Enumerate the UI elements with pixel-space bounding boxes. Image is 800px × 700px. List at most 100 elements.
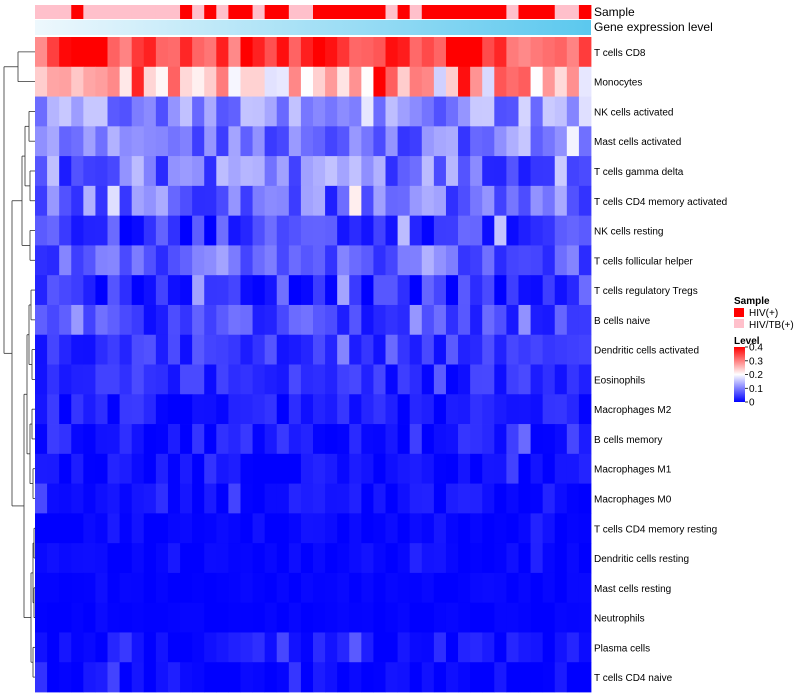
heatmap-cell xyxy=(518,156,531,187)
heatmap-cell xyxy=(264,572,278,604)
heatmap-cell xyxy=(204,364,217,395)
heatmap-cell xyxy=(385,602,399,633)
heatmap-cell xyxy=(494,66,507,97)
heatmap-cell xyxy=(337,304,350,336)
heatmap-cell xyxy=(107,156,121,187)
sample-cell xyxy=(397,5,411,19)
heatmap-cell xyxy=(530,453,544,484)
heatmap-cell xyxy=(167,572,181,604)
heatmap-cell xyxy=(506,424,519,455)
heatmap-cell xyxy=(337,483,350,514)
heatmap-cell xyxy=(325,275,338,306)
heatmap-cell xyxy=(506,275,519,306)
heatmap-cell xyxy=(482,632,495,663)
heatmap-cell xyxy=(276,662,290,693)
heatmap-cell xyxy=(313,424,326,455)
sample-cell xyxy=(554,5,568,19)
heatmap-cell xyxy=(95,126,108,157)
heatmap-cell xyxy=(325,453,338,484)
heatmap-cell xyxy=(131,602,145,633)
heatmap-cell xyxy=(71,245,84,276)
heatmap-cell xyxy=(458,364,471,395)
heatmap-cell xyxy=(542,602,556,633)
heatmap-cell xyxy=(578,185,592,217)
heatmap-cell xyxy=(349,543,362,574)
heatmap-cell xyxy=(566,185,580,217)
heatmap-cell xyxy=(240,572,253,604)
heatmap-cell xyxy=(180,185,193,217)
heatmap-cell xyxy=(192,543,205,574)
sample-cell xyxy=(373,5,386,19)
heatmap-cell xyxy=(95,513,108,544)
heatmap-cell xyxy=(83,662,96,693)
heatmap-cell xyxy=(276,483,290,514)
heatmap-cell xyxy=(288,364,302,395)
heatmap-cell xyxy=(518,572,531,604)
heatmap-cell xyxy=(95,453,108,484)
heatmap-cell xyxy=(107,126,121,157)
heatmap-cell xyxy=(252,602,266,633)
heatmap-cell xyxy=(494,632,507,663)
heatmap-cell xyxy=(554,215,568,246)
heatmap-cell xyxy=(228,602,241,633)
heatmap-cell xyxy=(95,245,108,276)
heatmap-cell xyxy=(458,572,471,604)
heatmap-cell xyxy=(482,364,495,395)
heatmap-cell xyxy=(300,275,314,306)
heatmap-cell xyxy=(276,364,290,395)
heatmap-cell xyxy=(530,334,544,365)
heatmap-cell xyxy=(119,334,133,365)
heatmap-cell xyxy=(445,185,459,217)
heatmap-cell xyxy=(578,662,592,693)
heatmap-cell xyxy=(518,66,531,97)
sample-annotation-track xyxy=(35,5,592,19)
heatmap-cell xyxy=(518,37,531,68)
heatmap-cell xyxy=(167,543,181,574)
heatmap-cell xyxy=(95,483,108,514)
heatmap-cell xyxy=(397,66,411,97)
heatmap-cell xyxy=(240,632,253,663)
heatmap-cell xyxy=(155,185,169,217)
heatmap-cell xyxy=(204,185,217,217)
heatmap-cell xyxy=(421,632,435,663)
heatmap-cell xyxy=(204,156,217,187)
heatmap-cell xyxy=(385,185,399,217)
heatmap-cell xyxy=(107,96,121,127)
heatmap-cell xyxy=(288,513,302,544)
heatmap-cell xyxy=(518,96,531,127)
heatmap-cell xyxy=(518,364,531,395)
heatmap-cell xyxy=(131,66,145,97)
heatmap-cell xyxy=(180,364,193,395)
heatmap-cell xyxy=(276,543,290,574)
heatmap-cell xyxy=(288,245,302,276)
heatmap-cell xyxy=(313,513,326,544)
heatmap-cell xyxy=(95,37,108,68)
heatmap-cell xyxy=(313,215,326,246)
heatmap-cell xyxy=(155,126,169,157)
heatmap-cell xyxy=(445,245,459,276)
heatmap-cell xyxy=(409,394,423,425)
heatmap-cell xyxy=(240,424,253,455)
heatmap-cell xyxy=(373,245,386,276)
heatmap-cell xyxy=(180,96,193,127)
heatmap-cell xyxy=(83,602,96,633)
heatmap-cell xyxy=(494,394,507,425)
heatmap-cell xyxy=(107,245,121,276)
heatmap-cell xyxy=(337,662,350,693)
heatmap-cell xyxy=(143,543,157,574)
heatmap-cell xyxy=(566,66,580,97)
heatmap-cell xyxy=(264,632,278,663)
heatmap-cell xyxy=(264,96,278,127)
heatmap-cell xyxy=(421,37,435,68)
heatmap-cell xyxy=(482,572,495,604)
heatmap-cell xyxy=(264,424,278,455)
heatmap-cell xyxy=(542,334,556,365)
sample-cell xyxy=(300,5,314,19)
heatmap-cell xyxy=(373,364,386,395)
heatmap-cell xyxy=(470,304,483,336)
heatmap-cell xyxy=(397,632,411,663)
heatmap-cell xyxy=(433,215,447,246)
heatmap-cell xyxy=(192,453,205,484)
heatmap-cell xyxy=(554,483,568,514)
heatmap-cell xyxy=(204,572,217,604)
